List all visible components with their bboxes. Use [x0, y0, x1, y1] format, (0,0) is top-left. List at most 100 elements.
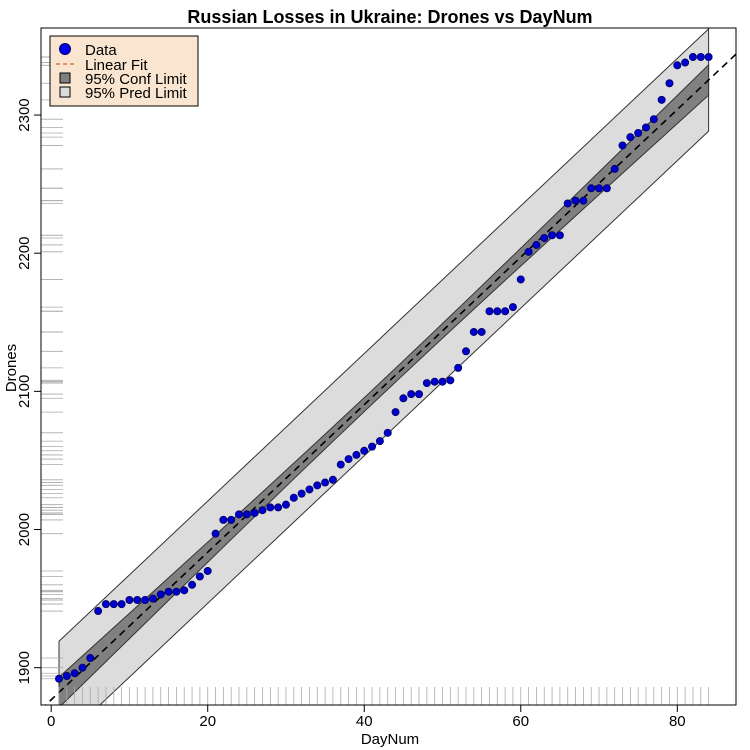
data-point — [610, 164, 619, 173]
data-point — [242, 510, 251, 519]
data-point — [219, 515, 228, 524]
y-tick-label: 2100 — [16, 375, 33, 408]
data-point — [211, 529, 220, 538]
data-point — [579, 196, 588, 205]
data-point — [634, 129, 643, 138]
data-point — [352, 450, 361, 459]
data-point — [571, 196, 580, 205]
data-point — [626, 133, 635, 142]
data-point — [415, 390, 424, 399]
y-tick-label: 2000 — [16, 513, 33, 546]
data-point — [227, 515, 236, 524]
legend-conf-swatch — [59, 72, 71, 84]
data-point — [368, 442, 377, 451]
x-axis: 0 20 40 60 80 — [47, 704, 686, 730]
data-point — [148, 594, 157, 603]
legend-label-data: Data — [85, 42, 117, 59]
data-point — [188, 580, 197, 589]
data-point — [305, 485, 314, 494]
data-point — [681, 58, 690, 67]
data-point — [540, 234, 549, 243]
data-point — [328, 475, 337, 484]
data-point — [375, 437, 384, 446]
data-point — [156, 590, 165, 599]
data-point — [274, 503, 283, 512]
data-point — [454, 363, 463, 372]
data-point — [524, 247, 533, 256]
data-point — [133, 595, 142, 604]
data-point — [195, 572, 204, 581]
data-point — [78, 663, 87, 672]
data-point — [117, 600, 126, 609]
data-point — [55, 674, 64, 683]
y-tick-label: 2200 — [16, 237, 33, 270]
data-point — [649, 115, 658, 124]
data-point — [235, 510, 244, 519]
x-axis-label: DayNum — [361, 731, 419, 748]
legend-data-swatch — [59, 43, 71, 55]
data-point — [62, 671, 71, 680]
y-tick-label: 1900 — [16, 651, 33, 684]
data-point — [289, 493, 298, 502]
data-point — [321, 478, 330, 487]
data-point — [109, 600, 118, 609]
legend-label-fit: Linear Fit — [85, 57, 148, 74]
data-point — [493, 307, 502, 316]
data-point — [587, 184, 596, 193]
legend-label-pred: 95% Pred Limit — [85, 85, 188, 102]
data-point — [281, 500, 290, 509]
data-point — [383, 428, 392, 437]
data-point — [258, 506, 267, 515]
data-point — [344, 455, 353, 464]
data-point — [422, 379, 431, 388]
data-point — [516, 275, 525, 284]
data-point — [94, 607, 103, 616]
data-point — [70, 669, 79, 678]
data-point — [665, 79, 674, 88]
data-point — [501, 307, 510, 316]
x-tick-label: 0 — [47, 713, 55, 730]
legend: Data Linear Fit 95% Conf Limit 95% Pred … — [49, 35, 199, 107]
x-tick-label: 20 — [199, 713, 216, 730]
data-point — [595, 184, 604, 193]
data-point — [532, 240, 541, 249]
data-point — [101, 600, 110, 609]
x-tick-label: 60 — [512, 713, 529, 730]
data-point — [313, 481, 322, 490]
x-tick-label: 80 — [669, 713, 686, 730]
data-point — [618, 141, 627, 150]
data-point — [485, 307, 494, 316]
chart-title: Russian Losses in Ukraine: Drones vs Day… — [187, 7, 592, 27]
y-axis-label: Drones — [3, 344, 20, 392]
data-point — [469, 327, 478, 336]
data-point — [203, 566, 212, 575]
data-point — [360, 446, 369, 455]
y-axis: 1900 2000 2100 2200 2300 — [16, 98, 42, 684]
data-point — [391, 408, 400, 417]
data-point — [180, 586, 189, 595]
data-point — [141, 595, 150, 604]
data-point — [555, 231, 564, 240]
data-point — [508, 303, 517, 312]
data-point — [430, 377, 439, 386]
data-point — [407, 390, 416, 399]
y-tick-label: 2300 — [16, 98, 33, 131]
data-point — [563, 199, 572, 208]
data-point — [704, 53, 713, 62]
data-point — [461, 347, 470, 356]
data-point — [266, 503, 275, 512]
data-point — [673, 61, 682, 70]
data-point — [602, 184, 611, 193]
x-tick-label: 40 — [356, 713, 373, 730]
data-point — [172, 587, 181, 596]
data-point — [438, 377, 447, 386]
data-point — [86, 654, 95, 663]
data-point — [399, 394, 408, 403]
legend-box — [49, 35, 199, 107]
data-point — [657, 95, 666, 104]
data-point — [125, 595, 134, 604]
data-point — [164, 587, 173, 596]
data-point — [446, 376, 455, 385]
data-point — [548, 231, 557, 240]
